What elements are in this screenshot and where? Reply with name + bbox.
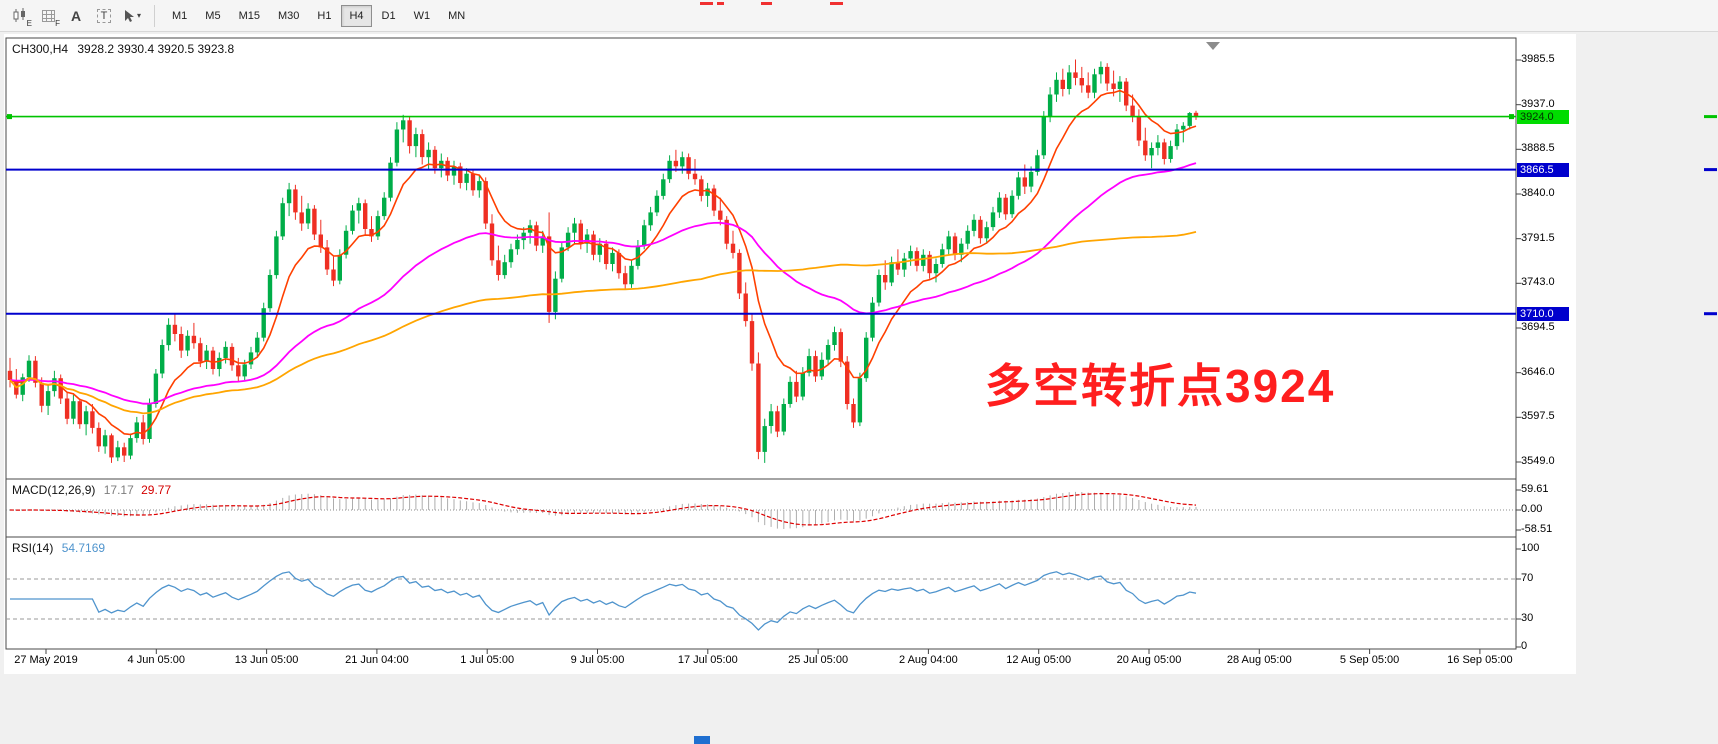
time-axis-label: 2 Aug 04:00 — [899, 654, 958, 666]
timeframe-button-h1[interactable]: H1 — [309, 5, 339, 27]
macd-signal-line[interactable] — [9, 493, 1197, 526]
horizontal-level-lines[interactable] — [6, 114, 1717, 316]
horizontal-scrollbar-thumb[interactable] — [694, 736, 710, 744]
timeframe-button-m1[interactable]: M1 — [164, 5, 195, 27]
axis-ticks — [45, 59, 1521, 654]
rsi-indicator-title: RSI(14) 54.7169 — [12, 541, 105, 555]
price-axis-label: 3791.5 — [1521, 231, 1555, 244]
timeframe-button-m30[interactable]: M30 — [270, 5, 307, 27]
ma-slow-line[interactable] — [9, 231, 1197, 415]
red-marker-icon — [700, 2, 713, 5]
price-axis-label: 3694.5 — [1521, 321, 1555, 333]
chart-candlestick-tool-button[interactable]: E — [7, 4, 33, 28]
red-marker-icon — [717, 2, 724, 5]
rsi-line[interactable] — [10, 571, 1197, 631]
price-axis-label: 3549.0 — [1521, 455, 1555, 467]
macd-label: MACD(12,26,9) — [12, 483, 96, 497]
price-level-badge: 3710.0 — [1517, 306, 1569, 321]
macd-main-value: 17.17 — [103, 483, 134, 497]
toolbar-separator — [154, 4, 155, 27]
time-axis-label: 4 Jun 05:00 — [127, 654, 186, 666]
ohlc-values: 3928.2 3930.4 3920.5 3923.8 — [77, 42, 235, 56]
ma-mid-line[interactable] — [9, 162, 1197, 405]
symbol-period-label: CH300,H4 — [12, 42, 69, 56]
timeframe-button-mn[interactable]: MN — [440, 5, 473, 27]
rsi-axis-label: 30 — [1521, 612, 1534, 624]
timeframe-button-m15[interactable]: M15 — [231, 5, 268, 27]
grid-tool-button[interactable]: F — [35, 4, 61, 28]
price-axis-label: 3597.5 — [1521, 410, 1555, 423]
toolbar: E F A T ▾ M1 M5 M15 M30 H1 H4 D1 W1 MN — [0, 0, 1718, 32]
macd-axis-label: -58.51 — [1521, 523, 1553, 535]
timeframe-button-w1[interactable]: W1 — [406, 5, 439, 27]
chart-background — [4, 34, 1576, 674]
time-axis-label: 27 May 2019 — [14, 654, 78, 666]
time-axis-label: 12 Aug 05:00 — [1006, 654, 1072, 666]
time-axis-label: 16 Sep 05:00 — [1447, 654, 1513, 666]
price-axis-label: 3840.0 — [1521, 187, 1555, 199]
text-label-tool-button[interactable]: T — [91, 4, 117, 28]
candles-series[interactable] — [7, 59, 1199, 463]
chart-text-annotation[interactable]: 多空转折点3924 — [985, 360, 1336, 412]
text-a-icon: A — [70, 7, 82, 24]
price-axis-label: 3888.5 — [1521, 142, 1555, 155]
time-axis-label: 28 Aug 05:00 — [1226, 654, 1292, 666]
tool-badge-letter: F — [55, 18, 60, 28]
chart-title: CH300,H4 3928.2 3930.4 3920.5 3923.8 — [12, 42, 234, 56]
price-axis-label: 3646.0 — [1521, 365, 1555, 378]
macd-histogram[interactable] — [10, 491, 1197, 529]
time-axis-label: 9 Jul 05:00 — [570, 654, 625, 666]
rsi-axis-label: 100 — [1521, 542, 1540, 554]
chevron-down-icon: ▾ — [136, 11, 141, 20]
time-axis-label: 1 Jul 05:00 — [460, 654, 515, 666]
crosshair-tool-button[interactable]: ▾ — [119, 4, 145, 28]
ma-fast-line[interactable] — [9, 89, 1197, 436]
timeframe-toolbar: M1 M5 M15 M30 H1 H4 D1 W1 MN — [163, 4, 474, 27]
macd-axis-label: 59.61 — [1521, 483, 1549, 495]
time-axis-label: 17 Jul 05:00 — [677, 654, 738, 666]
time-axis-label: 5 Sep 05:00 — [1339, 654, 1400, 666]
time-axis-label: 21 Jun 04:00 — [345, 654, 409, 666]
rsi-axis-label: 70 — [1521, 572, 1534, 584]
rsi-label: RSI(14) — [12, 541, 54, 555]
grid-icon — [41, 9, 55, 22]
time-axis-label: 20 Aug 05:00 — [1116, 654, 1182, 666]
timeframe-button-m5[interactable]: M5 — [197, 5, 228, 27]
price-axis-label: 3937.0 — [1521, 97, 1555, 110]
timeframe-button-h4[interactable]: H4 — [341, 4, 372, 27]
price-axis-label: 3985.5 — [1521, 53, 1555, 65]
cursor-icon — [124, 9, 134, 22]
price-level-badge: 3924.0 — [1517, 109, 1569, 124]
price-axis-label: 3743.0 — [1521, 276, 1555, 289]
rsi-axis-label: 0 — [1521, 640, 1528, 652]
red-marker-icon — [761, 2, 772, 5]
macd-signal-value: 29.77 — [141, 483, 172, 497]
chart-shift-marker[interactable] — [1206, 42, 1220, 50]
toolbar-tools: E F A T ▾ — [6, 4, 146, 28]
text-label-icon: T — [96, 8, 112, 23]
text-tool-button[interactable]: A — [63, 4, 89, 28]
red-marker-icon — [830, 2, 843, 5]
macd-axis-label: 0.00 — [1521, 503, 1543, 515]
price-level-badge: 3866.5 — [1517, 162, 1569, 177]
tool-badge-letter: E — [26, 18, 32, 28]
panel-borders — [5, 37, 1517, 650]
time-axis-label: 13 Jun 05:00 — [234, 654, 299, 666]
rsi-value: 54.7169 — [61, 541, 106, 555]
timeframe-button-d1[interactable]: D1 — [374, 5, 404, 27]
candlestick-chart-icon — [13, 8, 25, 22]
macd-indicator-title: MACD(12,26,9) 17.17 29.77 — [12, 483, 171, 497]
time-axis-label: 25 Jul 05:00 — [788, 654, 849, 666]
